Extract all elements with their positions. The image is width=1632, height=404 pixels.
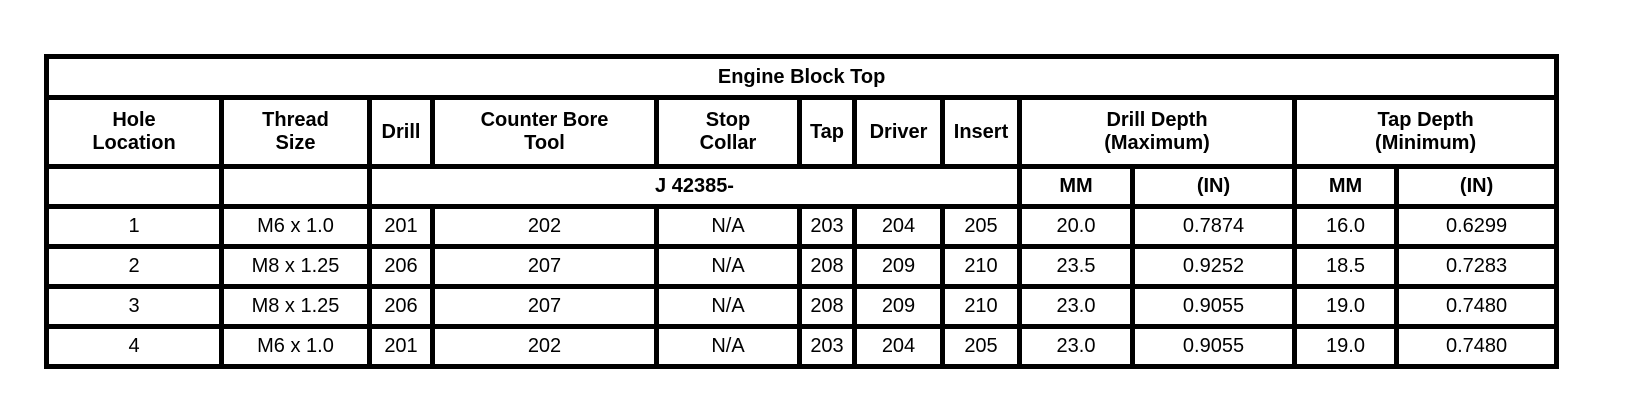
col-header-stop-collar: Stop Collar [654,95,802,169]
unit-header-drill-depth-in: (IN) [1130,164,1297,209]
col-header-thread-size: Thread Size [219,95,372,169]
cell-tap-depth-in: 0.7480 [1393,324,1560,369]
table-row: 4 M6 x 1.0 201 202 N/A 203 204 205 23.0 … [44,324,1560,369]
col-header-drill: Drill [367,95,435,169]
cell-tap-depth-mm: 19.0 [1292,284,1399,329]
table-row: 3 M8 x 1.25 206 207 N/A 208 209 210 23.0… [44,284,1560,329]
tool-number-prefix: J 42385- [367,164,1022,209]
unit-header-drill-depth-mm: MM [1017,164,1135,209]
cell-insert: 205 [940,204,1022,249]
table-title-row: Engine Block Top [43,54,1560,100]
cell-tap-depth-mm: 18.5 [1292,244,1399,289]
subheader-row: J 42385- MM (IN) MM (IN) [44,164,1560,209]
cell-thread-size: M8 x 1.25 [219,284,372,329]
cell-driver: 204 [852,204,945,249]
cell-counter-bore-tool: 207 [430,284,659,329]
cell-drill-depth-mm: 23.0 [1017,284,1135,329]
cell-tap: 208 [797,244,857,289]
cell-tap-depth-in: 0.7480 [1393,284,1560,329]
cell-drill: 206 [367,244,435,289]
cell-drill-depth-in: 0.7874 [1130,204,1297,249]
cell-tap-depth-in: 0.6299 [1393,204,1560,249]
cell-counter-bore-tool: 207 [430,244,659,289]
col-header-driver: Driver [852,95,945,169]
cell-drill-depth-in: 0.9055 [1130,284,1297,329]
subheader-empty-thread-size [219,164,372,209]
cell-stop-collar: N/A [654,324,802,369]
cell-tap: 203 [797,204,857,249]
cell-drill-depth-mm: 20.0 [1017,204,1135,249]
cell-tap-depth-in: 0.7283 [1393,244,1560,289]
cell-tap-depth-mm: 19.0 [1292,324,1399,369]
cell-drill: 201 [367,204,435,249]
table-row: 2 M8 x 1.25 206 207 N/A 208 209 210 23.5… [44,244,1560,289]
table-row: 1 M6 x 1.0 201 202 N/A 203 204 205 20.0 … [44,204,1560,249]
cell-hole-location: 4 [44,324,224,369]
cell-counter-bore-tool: 202 [430,204,659,249]
table-title: Engine Block Top [43,54,1560,100]
cell-hole-location: 1 [44,204,224,249]
subheader-empty-hole-location [44,164,224,209]
cell-tap: 208 [797,284,857,329]
cell-driver: 209 [852,244,945,289]
cell-insert: 210 [940,284,1022,329]
cell-drill-depth-in: 0.9252 [1130,244,1297,289]
col-header-hole-location: Hole Location [44,95,224,169]
cell-stop-collar: N/A [654,284,802,329]
cell-thread-size: M6 x 1.0 [219,324,372,369]
cell-drill: 201 [367,324,435,369]
unit-header-tap-depth-in: (IN) [1393,164,1560,209]
cell-thread-size: M8 x 1.25 [219,244,372,289]
col-header-tap-depth: Tap Depth (Minimum) [1291,95,1560,169]
cell-drill-depth-in: 0.9055 [1130,324,1297,369]
col-header-drill-depth: Drill Depth (Maximum) [1017,95,1297,169]
cell-tap-depth-mm: 16.0 [1292,204,1399,249]
cell-driver: 209 [852,284,945,329]
cell-drill-depth-mm: 23.5 [1017,244,1135,289]
cell-drill: 206 [367,284,435,329]
engine-block-top-table: Engine Block Top Hole Location Thread Si… [43,54,1560,369]
cell-stop-collar: N/A [654,204,802,249]
cell-counter-bore-tool: 202 [430,324,659,369]
cell-hole-location: 2 [44,244,224,289]
cell-tap: 203 [797,324,857,369]
column-header-row: Hole Location Thread Size Drill Counter … [44,95,1560,169]
cell-hole-location: 3 [44,284,224,329]
cell-stop-collar: N/A [654,244,802,289]
cell-insert: 205 [940,324,1022,369]
cell-driver: 204 [852,324,945,369]
cell-thread-size: M6 x 1.0 [219,204,372,249]
col-header-tap: Tap [797,95,857,169]
col-header-insert: Insert [940,95,1022,169]
col-header-counter-bore-tool: Counter Bore Tool [430,95,659,169]
unit-header-tap-depth-mm: MM [1292,164,1399,209]
cell-drill-depth-mm: 23.0 [1017,324,1135,369]
cell-insert: 210 [940,244,1022,289]
